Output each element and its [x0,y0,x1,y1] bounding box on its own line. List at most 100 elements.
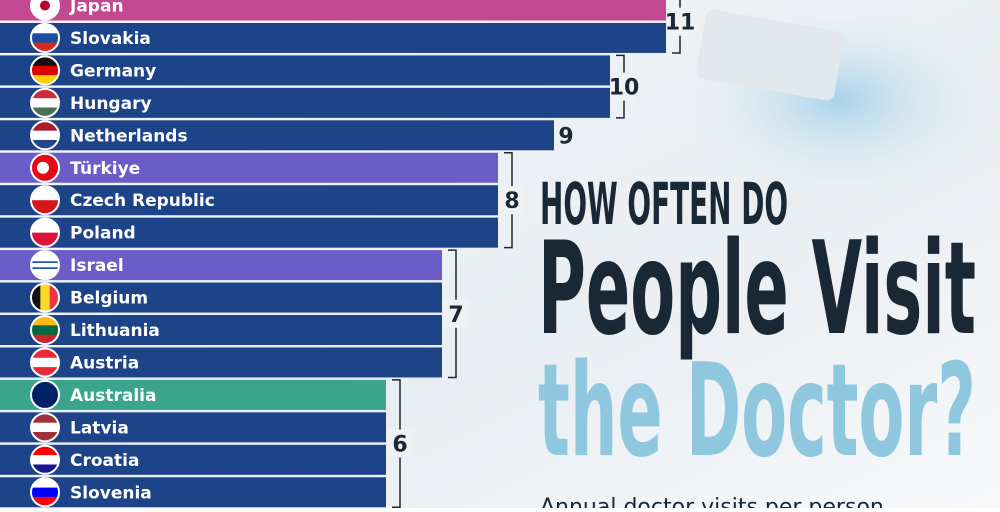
flag-ring [30,347,60,378]
flag-stripe [31,455,59,465]
flag-stripe [31,65,59,76]
flag-stripe [31,218,59,234]
flag-stripe [31,232,59,247]
flag-stripe [31,107,59,117]
bar [0,282,442,313]
flag [31,413,59,442]
category-label: Slovenia [70,483,152,503]
bars: Japan Slovakia Germany Hungary Netherlands Tü… [0,0,696,508]
bar [0,379,386,410]
flag [31,283,59,312]
flag-ring [30,477,60,508]
subtitle: Annual doctor visits per person [540,495,884,508]
category-label: Japan [69,0,124,17]
flag-stripe [31,130,59,141]
flag-stripe [31,422,59,433]
group-label: 8 [504,189,519,214]
bar [0,347,442,378]
bar [0,412,386,443]
flag-stripe [31,200,59,215]
category-label: Poland [70,224,136,244]
flag-stripe [31,478,59,489]
bar [0,315,442,345]
flag-ring [30,185,60,216]
flag-stripe [31,33,59,44]
category-label: Belgium [70,289,148,309]
group-label-bg [668,7,692,36]
flag [31,251,59,280]
flag-stripe [31,413,59,424]
flag [31,56,59,85]
flag-ring [30,55,60,86]
bar [0,87,610,118]
flag-ring [30,444,60,475]
flag [31,348,59,377]
photo-tablet [696,9,844,101]
flag-stripe [31,334,59,344]
flag-ring [30,315,60,345]
bar [0,152,498,183]
flag-stripe [31,496,59,507]
category-label: Slovakia [70,29,151,49]
flag-band [31,261,59,269]
flag-stripe [31,56,59,67]
flag-stripe [31,283,41,312]
flag [31,186,59,215]
flag-ring [30,0,60,21]
flag-stripe [31,42,59,52]
category-label: Croatia [70,451,139,471]
group-label-bg [612,72,636,101]
flag-stripe [31,186,59,201]
flag-stripe [31,357,59,368]
bar [0,217,498,248]
flag-stripe [31,325,59,336]
category-label: Latvia [70,418,129,438]
category-label: Austria [70,353,139,373]
flag-stripe [31,316,59,326]
flag-ring [30,152,60,183]
flag-ring [30,120,60,151]
bar [0,185,498,216]
group-label-bg [388,429,412,458]
flag-ring [30,22,60,53]
flag-stripe [31,75,59,85]
category-label: Germany [70,61,156,81]
bar [0,444,386,475]
flag-dot [37,161,49,174]
flag-stripe [31,139,59,150]
group-label-bg [444,299,468,328]
category-label: Lithuania [70,321,160,341]
flag [31,121,59,150]
flag-ring [30,282,60,313]
flag [31,218,59,247]
group-label: 7 [448,303,463,328]
flag-stripe [40,283,51,312]
category-label: Hungary [70,94,152,114]
group-label: 6 [392,433,407,458]
flag-ring [30,250,60,281]
flag-stripe [31,367,59,377]
group-label: 9 [558,124,573,149]
flag-stripe [49,283,59,312]
flag-stripe [31,23,59,34]
flag-dot [40,0,50,11]
group-label: 11 [665,11,696,36]
flag-ring [30,379,60,410]
flag [31,478,59,507]
flag-ring [30,87,60,118]
flag-stripe [31,121,59,132]
flag-ring [30,412,60,443]
bar [0,120,554,151]
category-label: Türkiye [70,159,140,179]
flag-stripe [31,464,59,474]
flag-stripe [31,445,59,456]
category-label: Netherlands [70,126,188,146]
flag-ring [30,217,60,248]
flag-stripe [31,88,59,99]
title-line-1: HOW OFTEN DO [540,170,788,238]
category-label: Australia [70,386,157,406]
flag [31,316,59,344]
bar [0,22,666,53]
